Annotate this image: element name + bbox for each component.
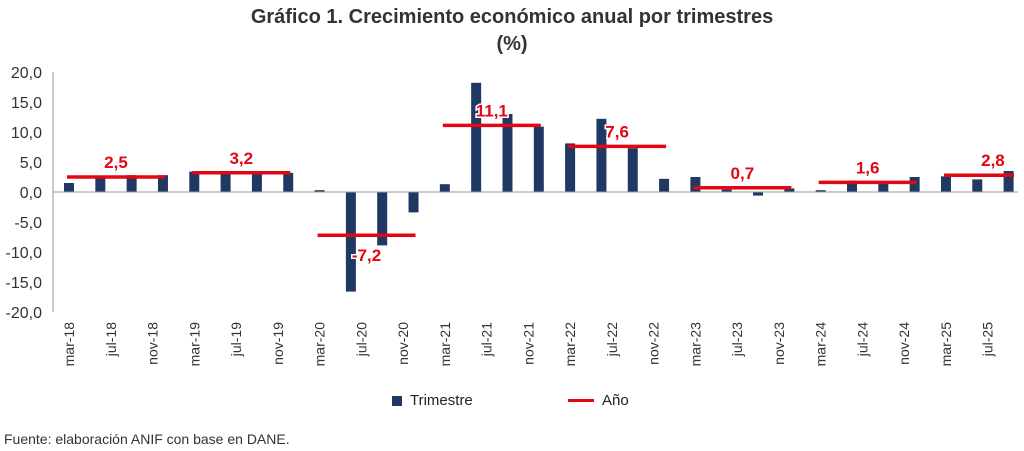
chart-title: Gráfico 1. Crecimiento económico anual p… xyxy=(0,4,1024,58)
bar-trimestre xyxy=(314,190,325,192)
x-tick-label: jul-23 xyxy=(729,322,745,357)
source-note: Fuente: elaboración ANIF con base en DAN… xyxy=(4,431,290,447)
bar-trimestre xyxy=(189,171,200,192)
annual-data-label: 0,7 xyxy=(731,164,755,183)
x-tick-label: nov-21 xyxy=(520,322,536,365)
y-tick-label: -15,0 xyxy=(6,275,43,292)
bar-trimestre xyxy=(1003,171,1014,192)
bar-trimestre xyxy=(126,175,137,192)
annual-data-label: 11,1 xyxy=(476,101,508,120)
annual-data-label: -7,2 xyxy=(352,246,381,265)
x-tick-label: mar-25 xyxy=(938,322,954,367)
bar-trimestre xyxy=(972,179,983,192)
bar-trimestre xyxy=(251,172,262,192)
legend-item-trimestre: Trimestre xyxy=(392,392,473,409)
y-tick-label: 10,0 xyxy=(11,125,42,142)
bar-trimestre xyxy=(753,192,764,196)
y-tick-label: 20,0 xyxy=(11,65,42,82)
y-tick-label: 5,0 xyxy=(20,155,42,172)
x-tick-label: mar-22 xyxy=(562,322,578,367)
bar-trimestre xyxy=(909,177,920,192)
legend-label: Trimestre xyxy=(410,392,473,409)
x-tick-label: mar-21 xyxy=(437,322,453,367)
bar-trimestre xyxy=(878,181,889,192)
x-tick-label: mar-18 xyxy=(61,322,77,367)
bar-trimestre xyxy=(157,175,168,192)
subtitle-text: (%) xyxy=(496,33,528,55)
legend-swatch-bar xyxy=(392,395,402,406)
bar-trimestre xyxy=(377,192,388,246)
x-tick-label: jul-21 xyxy=(479,322,495,357)
bar-trimestre xyxy=(471,82,482,192)
x-tick-label: jul-19 xyxy=(228,322,244,357)
bar-trimestre xyxy=(220,173,231,192)
bar-trimestre xyxy=(565,143,576,192)
x-tick-label: nov-24 xyxy=(896,322,912,365)
bar-trimestre xyxy=(659,178,670,192)
bar-trimestre xyxy=(439,184,450,192)
x-tick-label: nov-18 xyxy=(145,322,161,365)
y-tick-label: -5,0 xyxy=(14,215,42,232)
x-tick-label: nov-23 xyxy=(771,322,787,365)
bar-trimestre xyxy=(533,126,544,192)
annual-data-label: 3,2 xyxy=(229,149,253,168)
bar-trimestre xyxy=(815,190,826,192)
annual-data-label: 2,8 xyxy=(981,151,1005,170)
annual-data-label: 2,5 xyxy=(104,153,128,172)
y-tick-label: -10,0 xyxy=(6,245,43,262)
x-tick-label: mar-19 xyxy=(186,322,202,367)
x-tick-label: jul-24 xyxy=(854,322,870,357)
bar-trimestre xyxy=(345,192,356,292)
x-tick-label: jul-25 xyxy=(980,322,996,357)
bar-trimestre xyxy=(690,177,701,192)
x-tick-label: jul-20 xyxy=(353,322,369,357)
annual-data-label: 1,6 xyxy=(856,158,880,177)
y-tick-label: 15,0 xyxy=(11,95,42,112)
bar-trimestre xyxy=(940,176,951,192)
legend-label: Año xyxy=(602,392,629,409)
x-tick-label: jul-18 xyxy=(103,322,119,357)
x-tick-label: mar-24 xyxy=(813,322,829,367)
legend-swatch-line xyxy=(568,399,594,402)
x-tick-label: nov-20 xyxy=(395,322,411,365)
title-text: Gráfico 1. Crecimiento económico anual p… xyxy=(250,6,774,28)
bar-trimestre xyxy=(627,148,638,192)
bar-trimestre xyxy=(596,118,607,192)
bar-trimestre xyxy=(408,192,419,213)
x-tick-label: mar-20 xyxy=(312,322,328,367)
bar-trimestre xyxy=(847,180,857,192)
legend-item-ano: Año xyxy=(568,392,629,409)
bar-trimestre xyxy=(502,114,513,192)
bar-trimestre xyxy=(64,183,74,192)
y-tick-label: 0,0 xyxy=(20,185,42,202)
x-tick-label: nov-19 xyxy=(270,322,286,365)
bar-trimestre xyxy=(721,189,732,192)
y-tick-label: -20,0 xyxy=(6,305,43,322)
x-tick-label: jul-22 xyxy=(604,322,620,357)
x-tick-label: mar-23 xyxy=(687,322,703,367)
annual-data-label: 7,6 xyxy=(605,122,629,141)
bar-trimestre xyxy=(95,176,106,192)
bar-trimestre xyxy=(784,188,795,192)
bar-trimestre xyxy=(283,172,294,192)
x-tick-label: nov-22 xyxy=(646,322,662,365)
